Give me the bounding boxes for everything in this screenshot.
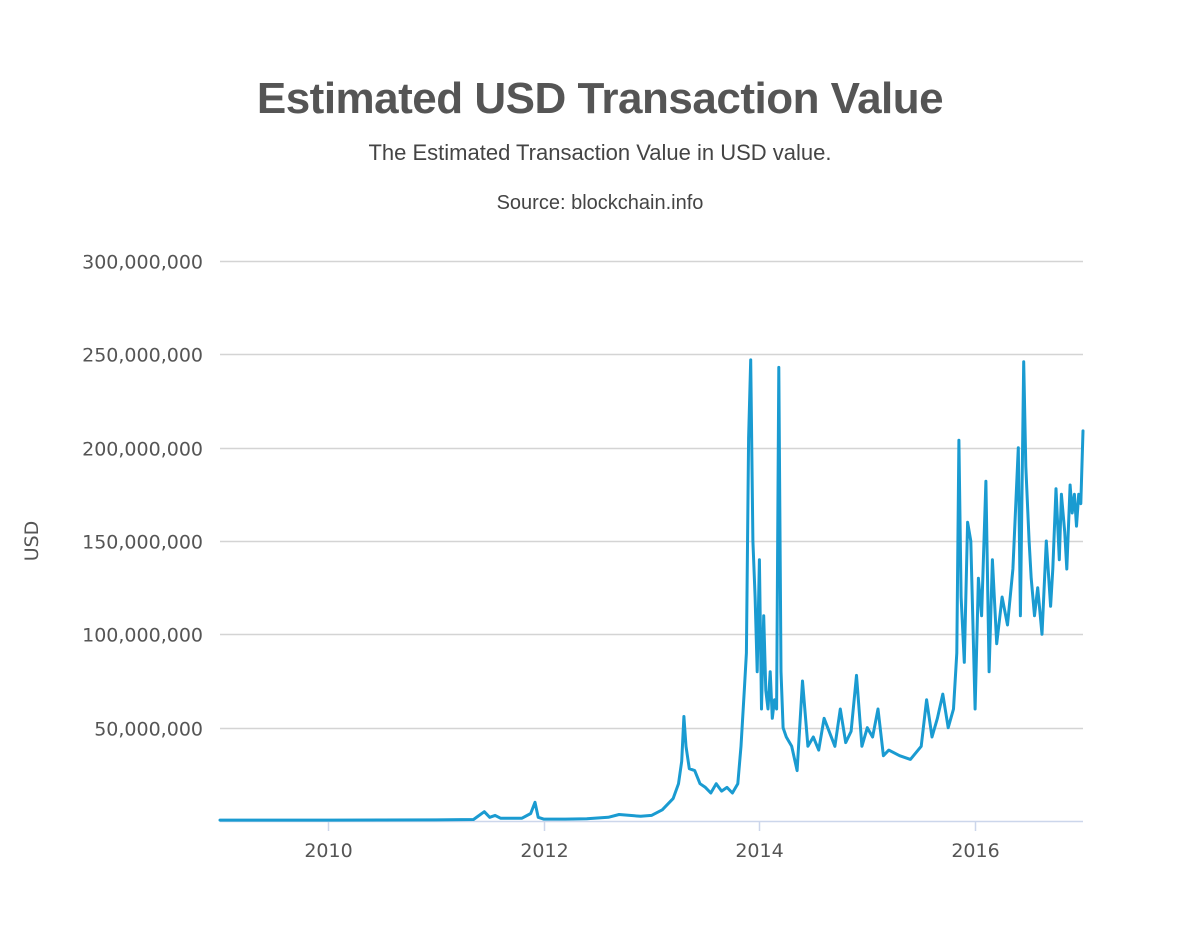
y-tick-label: 50,000,000: [94, 719, 203, 741]
gridlines: [220, 260, 1083, 730]
y-tick-label: 250,000,000: [82, 345, 203, 367]
chart-subtitle: The Estimated Transaction Value in USD v…: [368, 140, 832, 165]
axes: 50,000,000 100,000,000 150,000,000 200,000,…: [82, 252, 1083, 862]
chart-title: Estimated USD Transaction Value: [256, 74, 944, 123]
y-axis-label: USD: [21, 521, 43, 562]
series-line: [218, 358, 1085, 822]
x-tick-label: 2014: [735, 840, 783, 862]
series-layer: [218, 358, 1085, 822]
x-tick-label: 2016: [951, 840, 999, 862]
y-tick-label: 150,000,000: [82, 532, 203, 554]
chart-source: Source: blockchain.info: [496, 192, 704, 214]
x-tick-label: 2010: [304, 840, 352, 862]
x-tick-label: 2012: [520, 840, 568, 862]
y-tick-label: 100,000,000: [82, 625, 203, 647]
y-tick-label: 200,000,000: [82, 439, 203, 461]
y-tick-label: 300,000,000: [82, 252, 203, 274]
